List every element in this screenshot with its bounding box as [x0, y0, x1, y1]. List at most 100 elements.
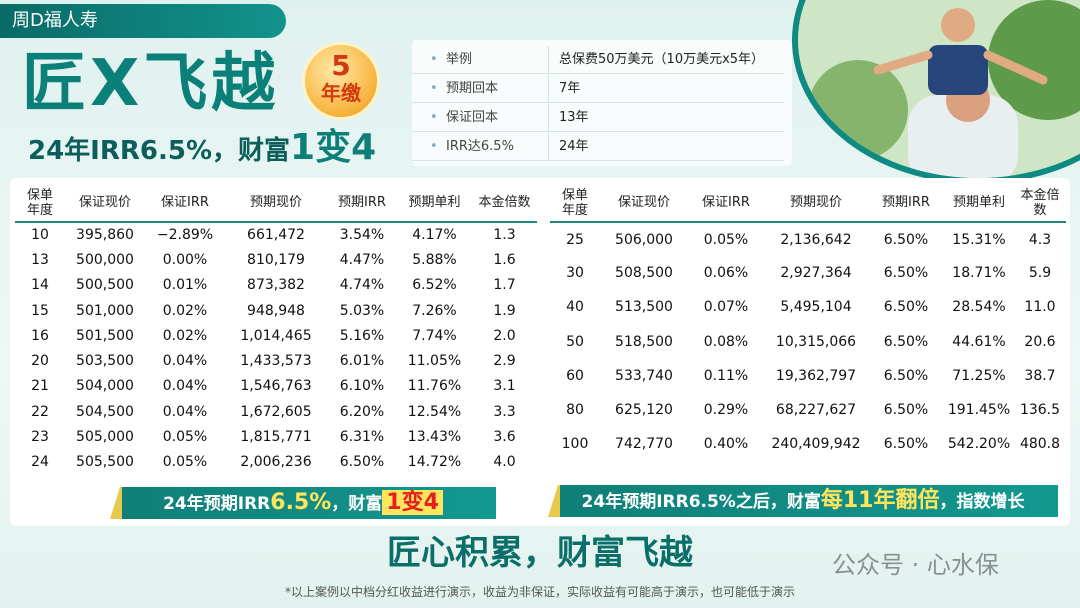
- cell: 10: [31, 227, 49, 244]
- cell: 30: [566, 265, 584, 282]
- cell: 0.05%: [162, 454, 208, 471]
- cell: 504,500: [76, 403, 134, 420]
- cell: 6.50%: [339, 454, 385, 471]
- cell: 533,740: [615, 367, 673, 384]
- cell: 13: [31, 251, 49, 268]
- cell: 240,409,942: [771, 436, 861, 453]
- column-header: 本金倍数: [472, 184, 537, 223]
- bullet: •: [430, 110, 438, 125]
- cell: 2.0: [493, 327, 516, 344]
- cell: 948,948: [247, 302, 305, 319]
- header-row: 保单年度 保证现价 保证IRR 预期现价 预期IRR 预期单利 本金倍数: [15, 184, 537, 223]
- info-row: • 保证回本 13年: [412, 104, 784, 132]
- cell: 6.50%: [883, 367, 929, 384]
- cell: 28.54%: [952, 299, 1006, 316]
- info-box: • 举例 总保费50万美元（10万美元x5年） • 预期回本 7年 • 保证回本 13年 • IRR…: [412, 40, 792, 166]
- cell: 23: [31, 429, 49, 446]
- row: 50 518,500 0.08% 10,315,066 6.50% 44.61% 20.6: [550, 325, 1066, 359]
- cell: 0.07%: [703, 299, 749, 316]
- cell: 542.20%: [947, 436, 1011, 453]
- cell: 1,546,763: [240, 378, 312, 395]
- row: 13 500,000 0.00% 810,179 4.47% 5.88% 1.6: [15, 247, 537, 272]
- column-header: 保证现价: [600, 184, 688, 223]
- bullet: •: [430, 52, 438, 67]
- info-value: 7年: [548, 75, 580, 103]
- info-label: 举例: [446, 52, 473, 67]
- cell: 508,500: [615, 265, 673, 282]
- cell: 4.74%: [339, 277, 385, 294]
- cell: 191.45%: [947, 402, 1011, 419]
- cell: 518,500: [615, 333, 673, 350]
- cell: 4.17%: [412, 227, 457, 244]
- cell: 6.50%: [883, 436, 929, 453]
- cell: 1,014,465: [240, 327, 312, 344]
- cell: 20.6: [1024, 333, 1056, 350]
- row: 14 500,500 0.01% 873,382 4.74% 6.52% 1.7: [15, 273, 537, 298]
- cell: 3.6: [493, 429, 516, 446]
- row: 24 505,500 0.05% 2,006,236 6.50% 14.72% 4.0: [15, 450, 537, 475]
- row: 40 513,500 0.07% 5,495,104 6.50% 28.54% 11.0: [550, 290, 1066, 324]
- bullet: •: [430, 81, 438, 96]
- header-row: 保单年度 保证现价 保证IRR 预期现价 预期IRR 预期单利 本金倍数: [550, 184, 1066, 223]
- info-value: 24年: [548, 133, 589, 161]
- cell: 1.7: [493, 277, 516, 294]
- right-banner: 24年预期IRR6.5%之后，财富每11年翻倍，指数增长: [548, 485, 1058, 517]
- table-panel: [10, 178, 1070, 526]
- cell: 504,000: [76, 378, 134, 395]
- banner-text: 24年预期IRR: [163, 494, 271, 514]
- cell: 6.50%: [883, 333, 929, 350]
- cell: 136.5: [1019, 402, 1061, 419]
- badge-number: 5: [331, 49, 351, 82]
- cell: 873,382: [247, 277, 305, 294]
- column-header: 本金倍数: [1014, 184, 1066, 223]
- column-header: 保单年度: [15, 184, 65, 223]
- cell: 4.47%: [339, 251, 385, 268]
- badge-label: 年缴: [321, 81, 361, 105]
- row: 25 506,000 0.05% 2,136,642 6.50% 15.31% 4.3: [550, 222, 1066, 256]
- cell: 2,927,364: [780, 265, 852, 282]
- cell: 2.9: [493, 353, 516, 370]
- cell: 60: [566, 367, 584, 384]
- cell: 4.0: [493, 454, 516, 471]
- cell: 0.04%: [162, 353, 208, 370]
- cell: 1.6: [493, 251, 516, 268]
- cell: 810,179: [247, 251, 305, 268]
- cell: 7.26%: [412, 302, 457, 319]
- cell: 40: [566, 299, 584, 316]
- banner-text: 24年预期IRR6.5%之后，财富: [581, 492, 821, 512]
- cell: 2,136,642: [780, 231, 852, 248]
- cell: 0.06%: [703, 265, 749, 282]
- cell: 503,500: [76, 353, 134, 370]
- row: 22 504,500 0.04% 1,672,605 6.20% 12.54% 3.3: [15, 399, 537, 424]
- subtitle-text: 24年IRR6.5%，财富: [28, 136, 291, 166]
- row: 60 533,740 0.11% 19,362,797 6.50% 71.25% 38.7: [550, 359, 1066, 393]
- info-value: 总保费50万美元（10万美元x5年）: [548, 46, 764, 74]
- cell: 5,495,104: [780, 299, 852, 316]
- slogan: 匠心积累，财富飞越: [387, 533, 693, 573]
- cell: 6.52%: [412, 277, 457, 294]
- cell: 7.74%: [412, 327, 457, 344]
- cell: 50: [566, 333, 584, 350]
- brand: 周D福人寿: [0, 4, 286, 38]
- bullet: •: [430, 139, 438, 154]
- row: 20 503,500 0.04% 1,433,573 6.01% 11.05% 2.9: [15, 348, 537, 373]
- row: 100 742,770 0.40% 240,409,942 6.50% 542.20% 48…: [550, 427, 1066, 461]
- cell: 0.02%: [162, 327, 208, 344]
- left-banner: 24年预期IRR6.5%，财富 1变4: [110, 487, 496, 519]
- cell: 395,860: [76, 227, 134, 244]
- column-header: 保单年度: [550, 184, 600, 223]
- banner-highlight: 6.5%: [270, 490, 332, 515]
- cell: 661,472: [247, 227, 305, 244]
- column-header: 预期IRR: [868, 184, 944, 223]
- cell: 506,000: [615, 231, 673, 248]
- cell: 15.31%: [952, 231, 1006, 248]
- cell: 100: [561, 436, 589, 453]
- cell: 11.0: [1024, 299, 1056, 316]
- cell: 11.76%: [407, 378, 462, 395]
- row: 10 395,860 −2.89% 661,472 3.54% 4.17% 1.3: [15, 222, 537, 247]
- footnote: *以上案例以中档分红收益进行演示，收益为非保证，实际收益有可能高于演示，也可能低…: [284, 585, 795, 599]
- cell: 6.31%: [339, 429, 385, 446]
- cell: 12.54%: [407, 403, 462, 420]
- cell: 68,227,627: [775, 402, 857, 419]
- cell: 6.50%: [883, 299, 929, 316]
